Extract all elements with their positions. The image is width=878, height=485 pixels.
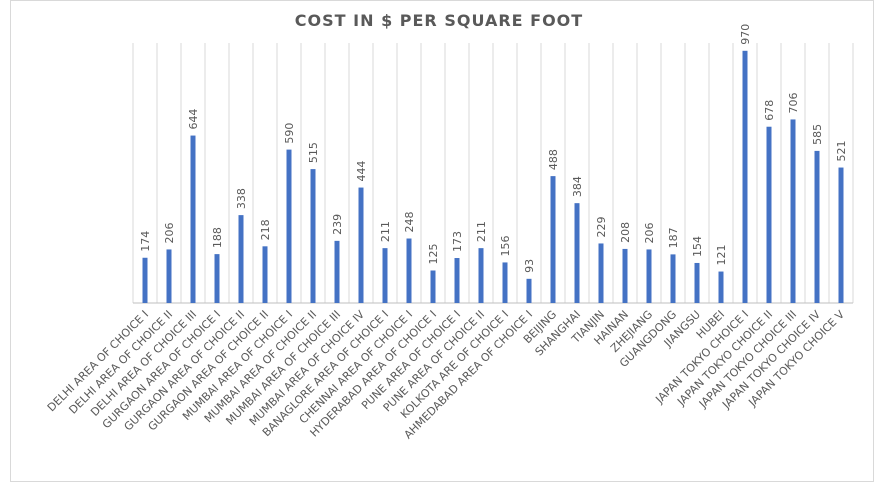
data-label: 125 [427,244,440,265]
bar [382,248,388,303]
data-label: 678 [763,100,776,121]
data-label: 211 [475,221,488,242]
bar [190,135,196,303]
bar [550,176,556,303]
bar [838,167,844,303]
data-label: 970 [739,24,752,45]
value-labels: 174 206 644 188 338 218 590 515 239 444 211 248 125 1… [139,24,848,273]
data-label: 187 [667,227,680,248]
data-label: 121 [715,245,728,266]
bar [790,119,796,303]
data-label: 521 [835,141,848,162]
bar [574,203,580,303]
data-label: 644 [187,109,200,130]
data-label: 173 [451,231,464,252]
data-label: 444 [355,161,368,182]
data-label: 338 [235,188,248,209]
bars [142,50,844,303]
data-label: 93 [523,259,536,273]
data-label: 154 [691,236,704,257]
bar [430,270,436,303]
bar [166,249,172,303]
chart-frame: COST IN $ PER SQUARE FOOT 174 206 644 188 33… [10,0,874,482]
bar [238,215,244,303]
data-label: 590 [283,123,296,144]
bar [598,243,604,303]
bar-chart: COST IN $ PER SQUARE FOOT 174 206 644 188 33… [45,11,854,442]
bar [670,254,676,303]
data-label: 156 [499,235,512,256]
data-label: 206 [643,222,656,243]
data-label: 174 [139,231,152,252]
bar [478,248,484,303]
bar [646,249,652,303]
data-label: 218 [259,219,272,240]
data-label: 585 [811,124,824,145]
bar [406,238,412,303]
bar [358,187,364,303]
data-label: 488 [547,149,560,170]
data-label: 248 [403,212,416,233]
bar [718,271,724,303]
bar [814,150,820,303]
bar [742,50,748,303]
bar [310,169,316,303]
bar [142,257,148,303]
data-label: 239 [331,214,344,235]
bar [622,248,628,303]
data-label: 515 [307,142,320,163]
chart-title: COST IN $ PER SQUARE FOOT [295,11,583,30]
gridlines [132,43,854,304]
bar [214,254,220,303]
bar [766,126,772,303]
data-label: 384 [571,176,584,197]
data-label: 206 [163,222,176,243]
data-label: 208 [619,222,632,243]
data-label: 706 [787,92,800,113]
data-label: 211 [379,221,392,242]
data-label: 229 [595,216,608,237]
bar [526,278,532,303]
bar [502,262,508,303]
bar [694,262,700,303]
bar [262,246,268,303]
bar [334,240,340,303]
bar [286,149,292,303]
bar [454,258,460,303]
data-label: 188 [211,227,224,248]
